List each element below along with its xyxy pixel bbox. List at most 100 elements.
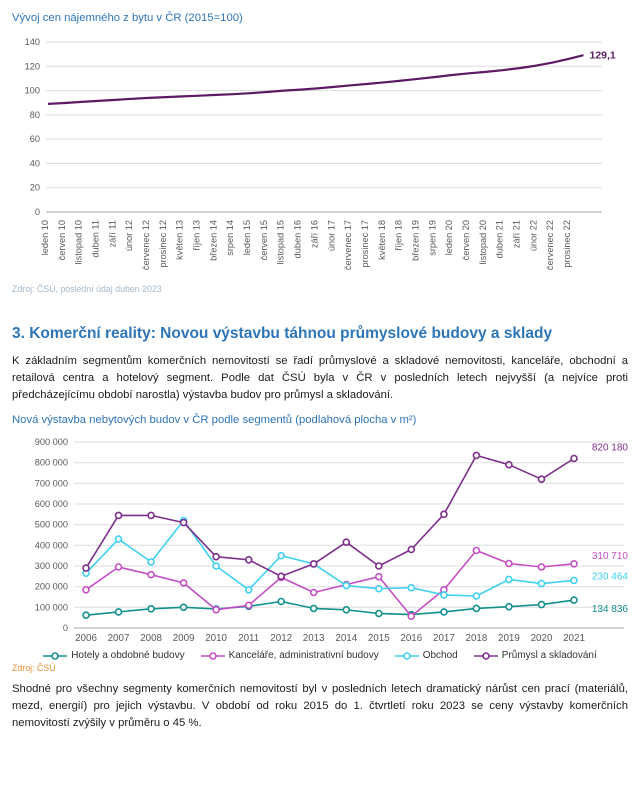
data-point-marker [374, 609, 383, 618]
data-point-marker [114, 563, 123, 571]
data-point-marker [114, 608, 123, 616]
legend-marker-icon [43, 651, 68, 660]
data-point-marker [537, 475, 546, 484]
data-point-marker [407, 612, 416, 621]
data-point-marker [244, 601, 253, 610]
data-point-marker [374, 573, 383, 581]
x-axis-tick-label: 2008 [140, 633, 162, 644]
x-axis-tick-label: únor 17 [326, 220, 336, 251]
legend-marker-icon [394, 651, 419, 660]
data-point-marker [472, 546, 481, 555]
x-axis-tick-label: 2006 [75, 633, 97, 644]
data-point-marker [472, 451, 481, 460]
x-axis-tick-label: leden 20 [444, 220, 454, 255]
data-point-marker [212, 606, 220, 614]
data-point-marker [82, 564, 90, 573]
x-axis-tick-label: 2013 [303, 633, 325, 644]
data-point-marker [570, 596, 578, 605]
x-axis-tick-label: červenec 17 [343, 220, 353, 270]
data-point-marker [342, 581, 351, 590]
y-axis-tick-label: 400 000 [35, 540, 68, 550]
series-line-1 [85, 549, 575, 618]
data-point-marker [440, 510, 448, 519]
data-point-marker [309, 560, 318, 568]
data-point-marker [374, 585, 383, 593]
legend-item: Průmysl a skladování [473, 650, 597, 662]
x-axis-tick-label: září 21 [512, 220, 522, 248]
x-axis-tick-label: prosinec 22 [562, 220, 572, 268]
x-axis-tick-label: srpen 14 [225, 220, 235, 256]
data-point-marker [212, 562, 220, 570]
data-point-marker [82, 611, 90, 620]
legend-label: Obchod [422, 650, 458, 662]
x-axis-tick-label: duben 16 [293, 220, 303, 258]
data-point-marker [212, 553, 220, 561]
y-axis-tick-label: 900 000 [35, 437, 68, 447]
data-point-marker [570, 454, 578, 463]
construction-line-chart: 0 100 000 200 000 300 000 400 000 500 000 600 … [35, 437, 629, 644]
x-axis-tick-label: listopad 15 [276, 220, 286, 264]
x-axis-tick-label: červen 10 [57, 220, 67, 260]
y-axis-tick-label: 120 [25, 61, 40, 71]
x-axis-tick-label: 2021 [563, 633, 585, 644]
x-axis-tick-label: březen 14 [208, 220, 218, 261]
data-point-marker [537, 579, 546, 588]
data-point-marker [505, 603, 513, 611]
x-axis-tick-label: srpen 19 [427, 220, 437, 256]
data-point-marker [82, 586, 90, 594]
legend-label: Hotely a obdobné budovy [71, 650, 185, 662]
y-axis-tick-label: 0 [35, 207, 40, 217]
y-axis-tick-label: 80 [30, 110, 40, 120]
y-axis-tick-label: 0 [63, 623, 68, 633]
rent-chart-source: Zdroj: ČSÚ, poslední údaj duben 2023 [12, 284, 162, 294]
data-point-marker [342, 538, 351, 547]
data-point-marker [374, 562, 383, 570]
y-axis-tick-label: 140 [25, 37, 40, 47]
x-axis-tick-label: duben 21 [495, 220, 505, 258]
x-axis-tick-label: únor 22 [528, 220, 538, 251]
x-axis-tick-label: 2012 [270, 633, 292, 644]
data-point-marker [179, 579, 188, 587]
data-point-marker [277, 572, 286, 581]
data-point-marker [472, 592, 481, 600]
x-axis-tick-label: 2016 [400, 633, 422, 644]
data-point-marker [179, 518, 188, 527]
x-axis-tick-label: červen 15 [259, 220, 269, 260]
x-axis-tick-label: září 11 [107, 220, 117, 247]
data-point-marker [244, 586, 253, 594]
data-point-marker [147, 511, 155, 520]
x-axis-tick-label: 2017 [433, 633, 455, 644]
x-axis-tick-label: 2009 [173, 633, 195, 644]
x-axis-tick-label: květen 18 [377, 220, 387, 260]
data-point-marker [147, 558, 155, 566]
data-point-marker [244, 556, 253, 564]
x-axis-tick-label: říjen 18 [394, 220, 404, 251]
x-axis-tick-label: prosinec 17 [360, 220, 370, 268]
x-axis-tick-label: duben 11 [91, 220, 101, 258]
x-axis-tick-label: 2018 [466, 633, 488, 644]
x-axis-tick-label: listopad 20 [478, 220, 488, 264]
x-axis-tick-label: březen 19 [411, 220, 421, 261]
data-point-marker [440, 608, 448, 616]
x-axis-tick-label: 2019 [498, 633, 520, 644]
legend-item: Hotely a obdobné budovy [43, 650, 185, 662]
last-value-label: 230 464 [592, 572, 629, 583]
data-point-marker [179, 603, 188, 612]
data-point-marker [537, 563, 546, 571]
legend-item: Obchod [394, 650, 458, 662]
legend-label: Průmysl a skladování [501, 650, 597, 662]
last-value-label: 129,1 [590, 50, 616, 62]
data-point-marker [505, 575, 513, 584]
series-line-0 [85, 599, 575, 617]
rent-chart-title: Vývoj cen nájemného z bytu v ČR (2015=10… [12, 12, 243, 24]
data-point-marker [537, 600, 546, 609]
data-point-marker [309, 604, 318, 613]
legend-item: Kanceláře, administrativní budovy [200, 650, 379, 661]
x-axis-tick-label: 2015 [368, 633, 390, 644]
data-point-marker [277, 597, 286, 606]
data-point-marker [277, 552, 286, 560]
data-point-marker [570, 576, 578, 585]
data-point-marker [505, 461, 513, 469]
data-point-marker [147, 571, 155, 579]
x-axis-tick-label: prosinec 12 [158, 220, 168, 268]
